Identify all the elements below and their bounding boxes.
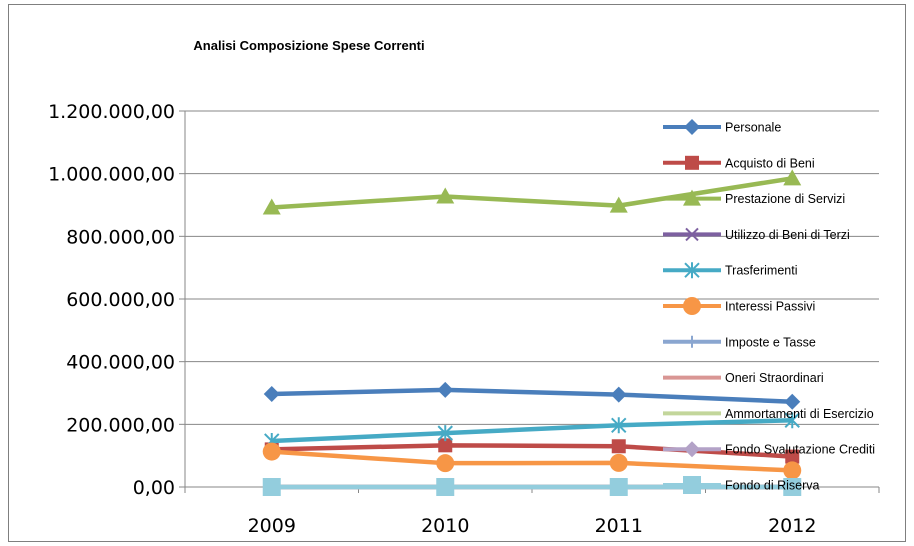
chart-frame: Analisi Composizione Spese Correnti 0,00… [8, 4, 906, 542]
y-axis: 0,00 200.000,00 400.000,00 600.000,00 800.00… [48, 101, 186, 499]
data-point [436, 187, 455, 204]
legend-label: Oneri Straordinari [725, 371, 824, 385]
data-point [610, 386, 627, 403]
legend-entry: Ammortamenti di Esercizio [663, 407, 874, 421]
legend-marker [683, 189, 701, 206]
legend-entry: Utilizzo di Beni di Terzi [663, 227, 850, 242]
data-point [783, 461, 802, 480]
legend-label: Fondo di Riserva [725, 479, 820, 493]
legend-label: Fondo Svalutazione Crediti [725, 443, 875, 457]
series-line [271, 176, 793, 210]
data-point [262, 478, 281, 496]
legend-label: Utilizzo di Beni di Terzi [725, 228, 850, 242]
y-tick-label: 200.000,00 [66, 414, 175, 436]
y-tick-label: 1.000.000,00 [48, 164, 175, 186]
legend-entry: Trasferimenti [663, 262, 797, 279]
legend-marker [684, 262, 700, 279]
data-point [784, 393, 801, 410]
legend: Personale Acquisto di Beni Prestazione di … [663, 119, 875, 494]
data-point [263, 385, 280, 402]
x-axis: 2009 2010 2011 2012 [184, 487, 880, 537]
data-point [436, 478, 455, 496]
series-line [271, 387, 793, 405]
legend-label: Ammortamenti di Esercizio [725, 407, 874, 421]
y-tick-label: 800.000,00 [66, 226, 175, 248]
legend-marker [685, 227, 699, 242]
series-prestazione-di-servizi [262, 169, 802, 215]
legend-entry: Oneri Straordinari [663, 371, 824, 385]
data-point [611, 439, 626, 454]
legend-marker [683, 297, 701, 315]
legend-entry: Fondo Svalutazione Crediti [663, 441, 875, 458]
legend-entry: Acquisto di Beni [663, 155, 815, 170]
x-tick-label: 2010 [421, 515, 469, 537]
chart-title: Analisi Composizione Spese Correnti [193, 38, 424, 53]
legend-marker [686, 335, 698, 348]
data-point [609, 196, 628, 213]
legend-label: Imposte e Tasse [725, 335, 816, 349]
legend-label: Prestazione di Servizi [725, 192, 845, 206]
data-point [436, 454, 455, 473]
x-tick-label: 2012 [768, 515, 816, 537]
legend-label: Trasferimenti [725, 264, 797, 278]
series-personale [263, 381, 801, 410]
data-point [785, 449, 800, 464]
series-trasferimenti [264, 412, 800, 449]
y-tick-label: 0,00 [133, 477, 175, 499]
legend-entry: Imposte e Tasse [663, 335, 816, 349]
legend-entry: Personale [663, 119, 781, 135]
legend-label: Interessi Passivi [725, 300, 815, 314]
legend-entry: Fondo di Riserva [663, 476, 820, 494]
series-line [271, 449, 793, 473]
series-line [271, 443, 793, 459]
legend-marker [684, 119, 700, 135]
data-point [609, 453, 628, 472]
data-point [437, 425, 453, 442]
data-point [783, 169, 802, 186]
legend-marker [683, 476, 701, 494]
legend-label: Acquisto di Beni [725, 156, 815, 170]
data-point [262, 442, 281, 461]
series-lines [262, 169, 802, 496]
legend-entry: Prestazione di Servizi [663, 189, 845, 206]
data-point [438, 438, 453, 453]
data-point [609, 478, 628, 496]
data-point [611, 417, 627, 434]
legend-marker [684, 441, 700, 458]
x-tick-label: 2009 [248, 515, 296, 537]
data-point [783, 478, 802, 496]
y-tick-label: 600.000,00 [66, 289, 175, 311]
legend-entry: Interessi Passivi [663, 297, 815, 315]
data-point [437, 381, 454, 398]
series-interessi-passivi [262, 442, 802, 480]
data-point [262, 198, 281, 215]
gridlines [185, 110, 879, 488]
x-tick-label: 2011 [595, 515, 643, 537]
legend-label: Personale [725, 121, 781, 135]
legend-marker [685, 155, 699, 170]
series-line [271, 418, 793, 444]
y-tick-label: 400.000,00 [66, 352, 175, 374]
line-chart: Analisi Composizione Spese Correnti 0,00… [48, 38, 880, 537]
data-point [784, 412, 800, 429]
y-tick-label: 1.200.000,00 [48, 101, 175, 123]
